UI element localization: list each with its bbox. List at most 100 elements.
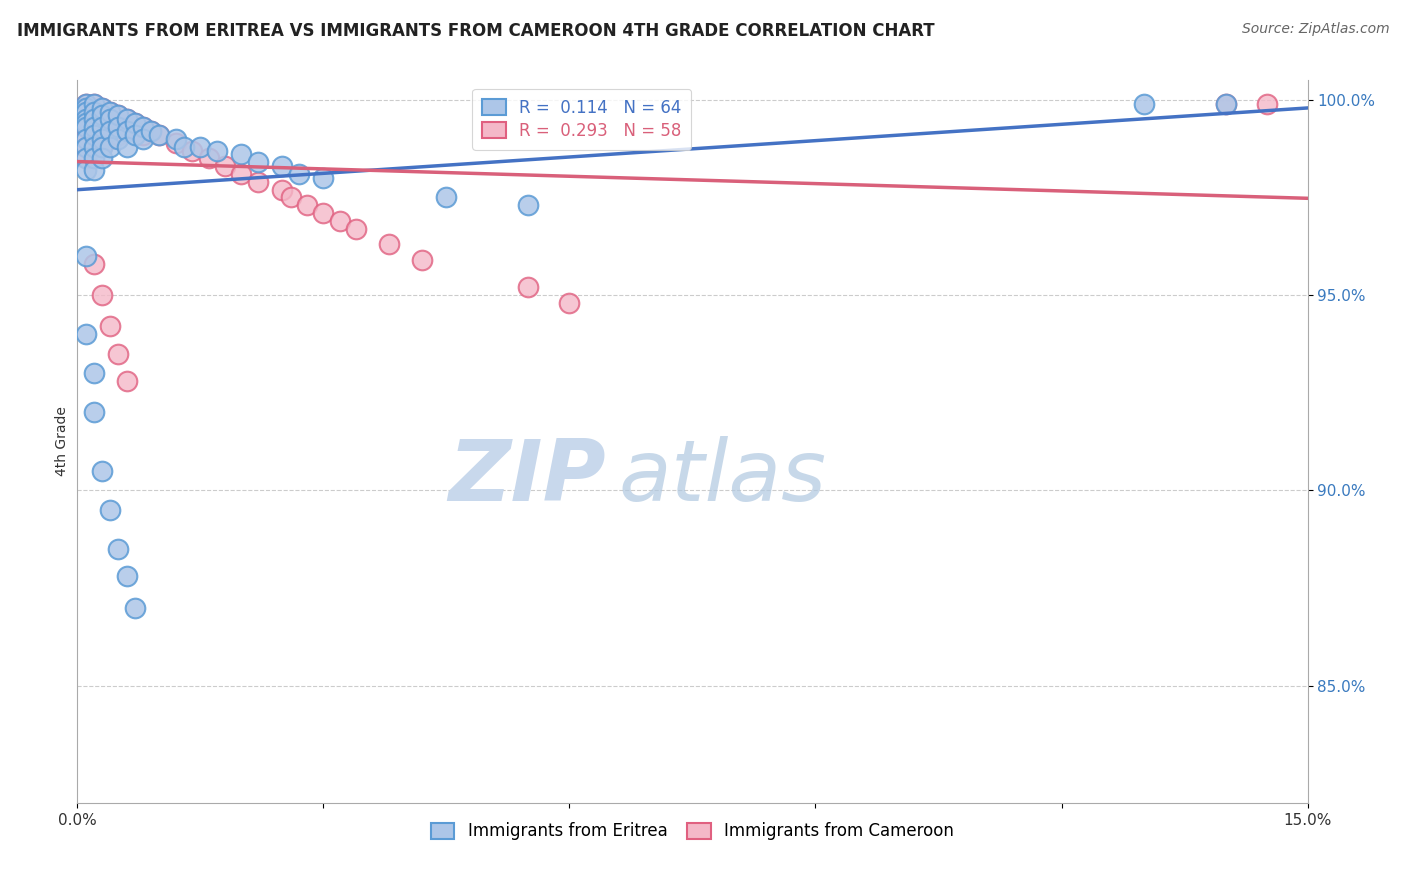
Point bbox=[214, 159, 236, 173]
Point bbox=[98, 104, 121, 119]
Point bbox=[115, 124, 138, 138]
Point bbox=[75, 112, 97, 127]
Point bbox=[411, 252, 433, 267]
Point bbox=[75, 152, 97, 166]
Point bbox=[124, 600, 146, 615]
Point bbox=[83, 257, 105, 271]
Point bbox=[90, 288, 114, 302]
Point bbox=[83, 152, 105, 166]
Point bbox=[181, 144, 204, 158]
Point bbox=[98, 120, 121, 135]
Point bbox=[83, 96, 105, 111]
Point bbox=[75, 327, 97, 342]
Point bbox=[271, 183, 294, 197]
Point bbox=[75, 139, 97, 153]
Text: Source: ZipAtlas.com: Source: ZipAtlas.com bbox=[1241, 22, 1389, 37]
Point bbox=[517, 280, 540, 294]
Point bbox=[90, 139, 114, 153]
Point bbox=[83, 120, 105, 135]
Point bbox=[75, 104, 97, 119]
Point bbox=[75, 116, 97, 130]
Point bbox=[75, 139, 97, 153]
Point bbox=[329, 214, 352, 228]
Point bbox=[75, 112, 97, 127]
Point bbox=[378, 237, 401, 252]
Point bbox=[83, 104, 105, 119]
Point bbox=[98, 503, 121, 517]
Point bbox=[83, 128, 105, 142]
Point bbox=[75, 128, 97, 142]
Text: ZIP: ZIP bbox=[449, 436, 606, 519]
Point bbox=[90, 108, 114, 122]
Point bbox=[115, 374, 138, 388]
Point bbox=[90, 152, 114, 166]
Point bbox=[231, 147, 253, 161]
Point bbox=[75, 104, 97, 119]
Point bbox=[124, 116, 146, 130]
Point bbox=[107, 108, 129, 122]
Point bbox=[90, 108, 114, 122]
Point bbox=[141, 124, 163, 138]
Point bbox=[107, 116, 129, 130]
Point bbox=[90, 139, 114, 153]
Point bbox=[124, 124, 146, 138]
Point bbox=[90, 132, 114, 146]
Point bbox=[115, 112, 138, 127]
Point bbox=[132, 128, 155, 142]
Point bbox=[124, 116, 146, 130]
Point bbox=[148, 128, 170, 142]
Point bbox=[75, 163, 97, 178]
Point bbox=[98, 132, 121, 146]
Point bbox=[75, 101, 97, 115]
Point bbox=[188, 139, 212, 153]
Point bbox=[1215, 96, 1237, 111]
Y-axis label: 4th Grade: 4th Grade bbox=[55, 407, 69, 476]
Point bbox=[288, 167, 311, 181]
Point bbox=[517, 198, 540, 212]
Point bbox=[246, 155, 269, 169]
Point bbox=[107, 128, 129, 142]
Point bbox=[83, 112, 105, 127]
Point bbox=[165, 136, 187, 150]
Point bbox=[75, 120, 97, 135]
Point bbox=[141, 124, 163, 138]
Point bbox=[115, 139, 138, 153]
Point bbox=[132, 120, 155, 135]
Point bbox=[75, 249, 97, 263]
Text: atlas: atlas bbox=[619, 436, 827, 519]
Legend: Immigrants from Eritrea, Immigrants from Cameroon: Immigrants from Eritrea, Immigrants from… bbox=[423, 814, 962, 848]
Point bbox=[83, 112, 105, 127]
Point bbox=[271, 159, 294, 173]
Point bbox=[90, 101, 114, 115]
Point bbox=[344, 221, 367, 235]
Point bbox=[83, 139, 105, 153]
Point bbox=[205, 144, 228, 158]
Point bbox=[98, 104, 121, 119]
Point bbox=[132, 132, 155, 146]
Point bbox=[115, 112, 138, 127]
Point bbox=[107, 541, 129, 556]
Point bbox=[107, 108, 129, 122]
Point bbox=[98, 319, 121, 334]
Point bbox=[558, 296, 581, 310]
Point bbox=[75, 132, 97, 146]
Point bbox=[436, 190, 458, 204]
Point bbox=[83, 405, 105, 419]
Point bbox=[98, 112, 121, 127]
Point bbox=[173, 139, 195, 153]
Point bbox=[75, 96, 97, 111]
Point bbox=[83, 104, 105, 119]
Point bbox=[83, 163, 105, 178]
Point bbox=[83, 139, 105, 153]
Point bbox=[90, 128, 114, 142]
Point bbox=[98, 139, 121, 153]
Point bbox=[75, 152, 97, 166]
Point bbox=[83, 96, 105, 111]
Text: IMMIGRANTS FROM ERITREA VS IMMIGRANTS FROM CAMEROON 4TH GRADE CORRELATION CHART: IMMIGRANTS FROM ERITREA VS IMMIGRANTS FR… bbox=[17, 22, 935, 40]
Point bbox=[90, 464, 114, 478]
Point bbox=[75, 120, 97, 135]
Point bbox=[124, 128, 146, 142]
Point bbox=[280, 190, 302, 204]
Point bbox=[98, 112, 121, 127]
Point bbox=[231, 167, 253, 181]
